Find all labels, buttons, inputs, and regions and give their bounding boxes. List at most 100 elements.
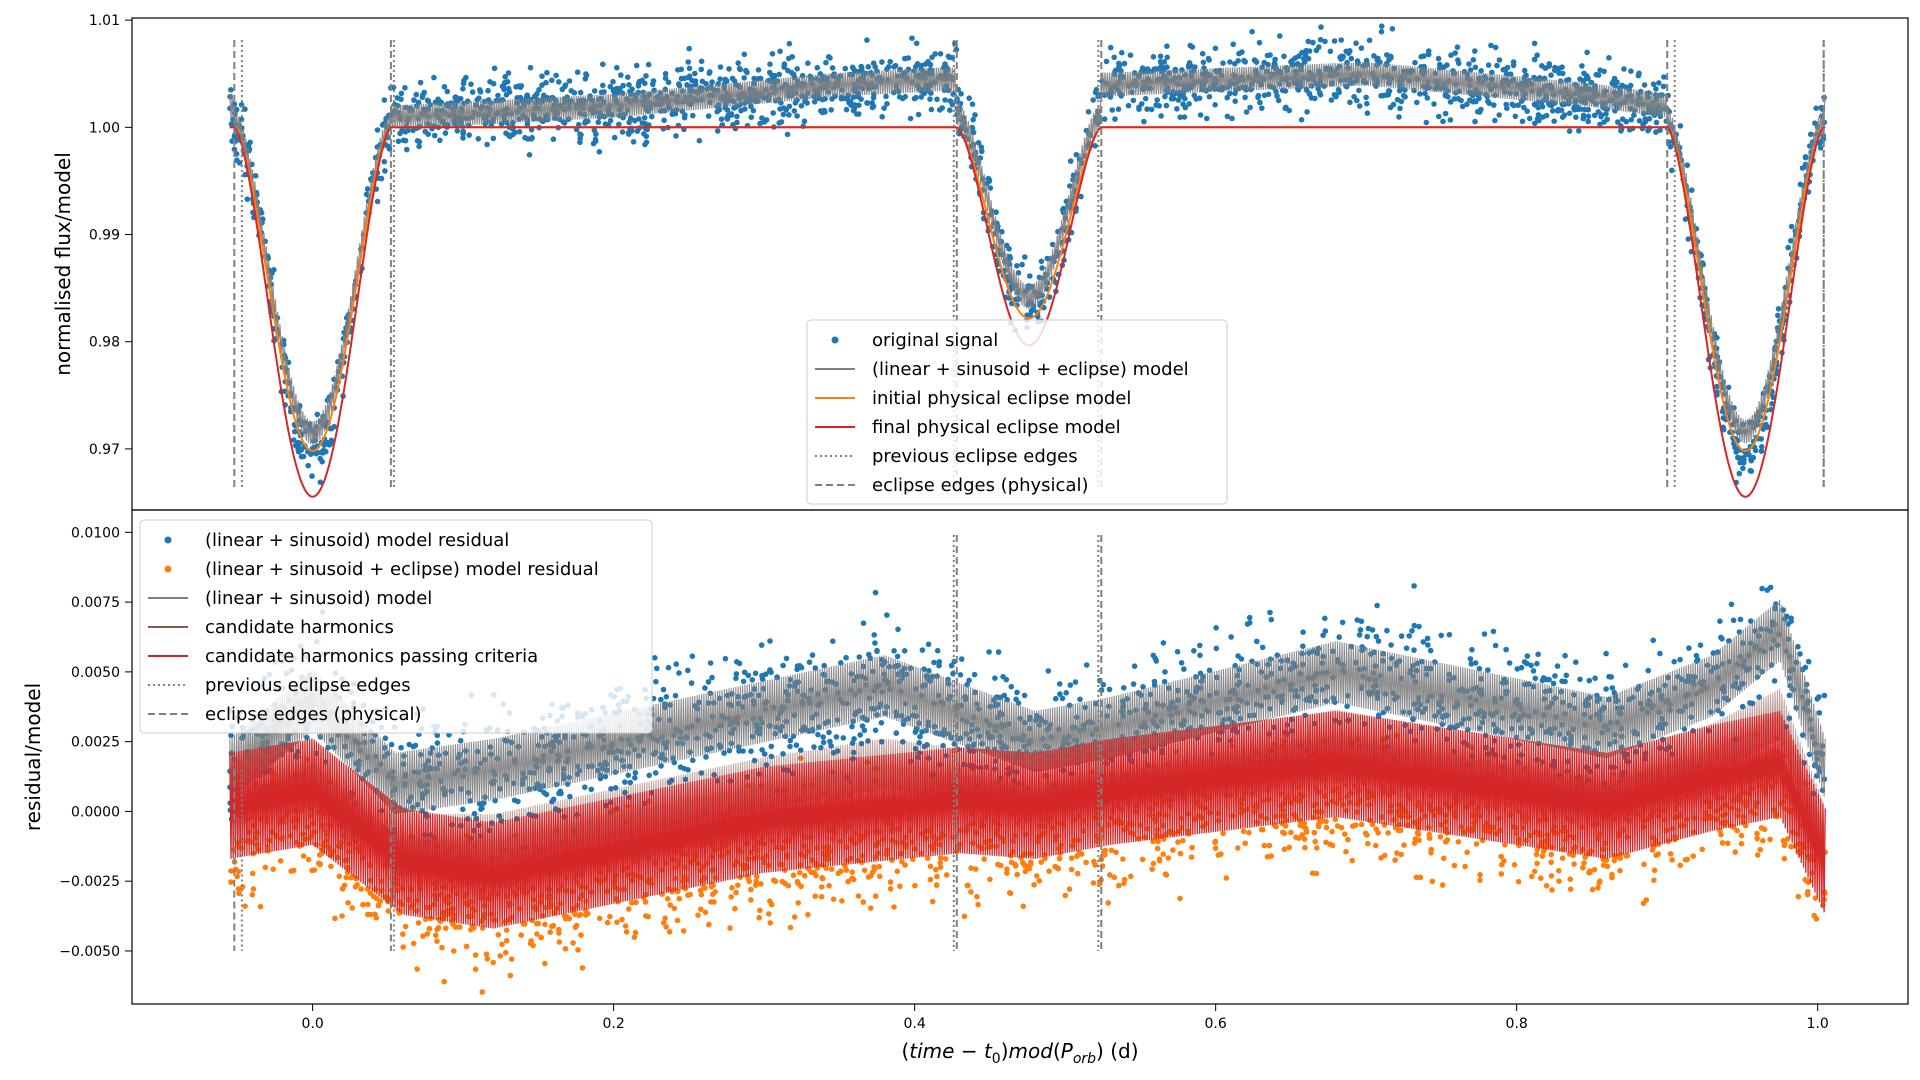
data-point — [1574, 106, 1581, 113]
data-point — [1348, 55, 1355, 62]
data-point — [688, 680, 695, 686]
data-point — [1526, 115, 1533, 122]
data-point — [1485, 98, 1491, 105]
data-point — [374, 198, 381, 205]
data-point — [874, 648, 880, 655]
data-point — [1481, 631, 1488, 637]
data-point — [1469, 646, 1475, 653]
data-point — [1427, 647, 1434, 654]
data-point — [879, 59, 885, 65]
data-point — [677, 764, 684, 770]
data-point — [748, 114, 755, 120]
data-point — [788, 69, 795, 76]
data-point — [1530, 668, 1537, 674]
data-point — [457, 737, 464, 744]
data-point — [741, 51, 748, 58]
data-point — [1354, 97, 1360, 104]
data-point — [843, 106, 850, 113]
data-point — [1077, 696, 1083, 703]
data-point — [645, 61, 652, 68]
data-point — [1127, 52, 1134, 58]
data-point — [1112, 116, 1118, 122]
data-point — [673, 133, 679, 139]
data-point — [1125, 102, 1132, 109]
data-point — [1068, 866, 1075, 873]
legend-label: initial physical eclipse model — [872, 388, 1131, 409]
data-point — [1157, 58, 1164, 65]
data-point — [1436, 113, 1442, 120]
data-point — [969, 101, 976, 107]
data-point — [1249, 28, 1255, 35]
data-point — [610, 87, 617, 93]
data-point — [884, 612, 890, 618]
data-point — [1585, 113, 1592, 120]
data-point — [864, 100, 870, 106]
data-point — [526, 152, 533, 158]
data-point — [1356, 632, 1363, 638]
data-point — [1622, 662, 1629, 669]
data-point — [1581, 106, 1588, 113]
data-point — [925, 641, 932, 648]
data-point — [1750, 454, 1757, 461]
data-point — [887, 879, 894, 885]
data-point — [431, 132, 438, 139]
data-point — [1189, 844, 1195, 851]
data-point — [1802, 154, 1809, 161]
data-point — [1608, 674, 1614, 680]
data-point — [543, 79, 549, 86]
data-point — [1241, 57, 1247, 64]
data-point — [1246, 614, 1253, 621]
data-point — [460, 86, 466, 92]
data-point — [1424, 95, 1431, 101]
data-point — [913, 94, 919, 101]
data-point — [1273, 88, 1279, 95]
legend-label: original signal — [872, 330, 998, 351]
data-point — [582, 118, 589, 124]
data-point — [916, 740, 922, 746]
data-point — [487, 79, 493, 85]
data-point — [1338, 56, 1344, 62]
y-tick-label: 0.98 — [89, 335, 120, 351]
data-point — [614, 64, 620, 71]
data-point — [733, 671, 740, 677]
data-point — [872, 727, 879, 734]
data-point — [797, 755, 804, 761]
data-point — [883, 93, 889, 100]
data-point — [402, 85, 408, 91]
data-point — [1603, 686, 1609, 692]
data-point — [1719, 636, 1725, 642]
data-point — [1213, 645, 1220, 652]
data-point — [1623, 118, 1630, 125]
legend-label: previous eclipse edges — [872, 446, 1078, 467]
data-point — [1160, 640, 1167, 646]
data-point — [1141, 118, 1147, 125]
data-point — [1521, 67, 1528, 74]
data-point — [425, 131, 432, 137]
data-point — [1369, 627, 1376, 633]
data-point — [1322, 38, 1328, 45]
data-point — [1336, 634, 1342, 640]
data-point — [1492, 117, 1498, 124]
data-point — [1671, 658, 1677, 665]
data-point — [891, 648, 897, 654]
data-point — [1563, 672, 1570, 679]
data-point — [842, 65, 849, 72]
data-point — [1265, 91, 1272, 98]
data-point — [1467, 67, 1474, 73]
data-point — [1752, 447, 1759, 454]
data-point — [1521, 659, 1528, 665]
data-point — [879, 114, 885, 120]
data-point — [1650, 637, 1656, 644]
data-point — [1758, 436, 1764, 442]
data-point — [1476, 109, 1483, 115]
data-point — [1085, 109, 1092, 115]
data-point — [1073, 151, 1080, 158]
data-point — [1130, 681, 1137, 687]
data-point — [1636, 70, 1642, 77]
data-point — [633, 899, 639, 906]
data-point — [1316, 44, 1322, 50]
data-point — [986, 649, 992, 655]
data-point — [1039, 265, 1045, 271]
data-point — [1226, 90, 1233, 97]
data-point — [518, 932, 524, 938]
